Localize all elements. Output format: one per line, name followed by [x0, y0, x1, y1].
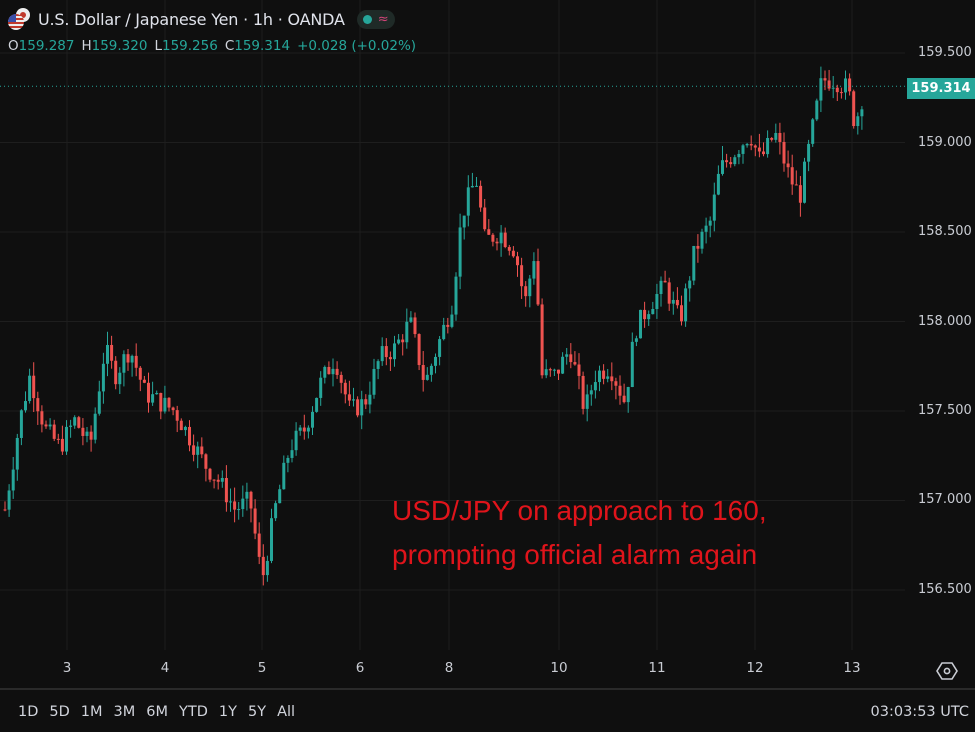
range-all-button[interactable]: All [277, 704, 296, 720]
range-ytd-button[interactable]: YTD [179, 704, 208, 720]
open-label: O [8, 38, 19, 54]
open-value: 159.287 [18, 38, 75, 54]
time-tick: 3 [62, 660, 72, 676]
market-status-pill[interactable]: ≈ [356, 9, 395, 29]
utc-clock[interactable]: 03:03:53 UTC [870, 704, 969, 720]
range-1m-button[interactable]: 1M [80, 704, 103, 720]
change-value: +0.028 (+0.02%) [297, 38, 417, 54]
range-5d-button[interactable]: 5D [49, 704, 70, 720]
range-1d-button[interactable]: 1D [18, 704, 39, 720]
range-3m-button[interactable]: 3M [113, 704, 136, 720]
time-tick: 8 [444, 660, 454, 676]
current-price-tag: 159.314 [907, 78, 975, 99]
candlestick-chart[interactable] [0, 0, 975, 690]
price-tick: 158.500 [918, 224, 972, 239]
usd-jpy-flag-icon [8, 8, 32, 30]
wave-icon: ≈ [377, 11, 389, 27]
ohlc-legend: O159.287 H159.320 L159.256 C159.314 +0.0… [8, 38, 416, 54]
range-1y-button[interactable]: 1Y [218, 704, 238, 720]
price-tick: 159.000 [918, 135, 972, 150]
high-label: H [81, 38, 92, 54]
low-label: L [154, 38, 162, 54]
price-tick: 157.000 [918, 492, 972, 507]
market-open-dot-icon [362, 14, 372, 24]
settings-gear-icon[interactable] [936, 660, 958, 682]
close-value: 159.314 [234, 38, 291, 54]
range-5y-button[interactable]: 5Y [248, 704, 267, 720]
time-tick: 5 [257, 660, 267, 676]
range-6m-button[interactable]: 6M [146, 704, 169, 720]
chart-annotation: USD/JPY on approach to 160, prompting of… [392, 489, 767, 577]
close-label: C [224, 38, 235, 54]
annotation-line-2: prompting official alarm again [392, 539, 758, 570]
annotation-line-1: USD/JPY on approach to 160, [392, 495, 767, 526]
symbol-header: U.S. Dollar / Japanese Yen · 1h · OANDA … [8, 8, 395, 30]
symbol-title[interactable]: U.S. Dollar / Japanese Yen · 1h · OANDA [38, 9, 345, 29]
footer-divider [0, 688, 975, 690]
time-tick: 13 [843, 660, 861, 676]
time-tick: 4 [160, 660, 170, 676]
time-tick: 6 [355, 660, 365, 676]
time-tick: 11 [648, 660, 666, 676]
high-value: 159.320 [91, 38, 148, 54]
price-tick: 159.500 [918, 45, 972, 60]
time-tick: 12 [746, 660, 764, 676]
low-value: 159.256 [161, 38, 218, 54]
price-tick: 158.000 [918, 314, 972, 329]
time-tick: 10 [550, 660, 568, 676]
price-tick: 157.500 [918, 403, 972, 418]
price-tick: 156.500 [918, 582, 972, 597]
range-selector: 1D 5D 1M 3M 6M YTD 1Y 5Y All [18, 704, 295, 720]
